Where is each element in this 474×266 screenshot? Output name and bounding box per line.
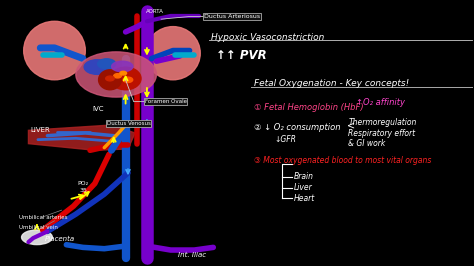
- Text: Ductus Arteriosus: Ductus Arteriosus: [204, 14, 260, 19]
- Text: Umbilical vein: Umbilical vein: [19, 226, 58, 230]
- Text: Thermoregulation: Thermoregulation: [348, 118, 417, 127]
- Circle shape: [76, 52, 156, 97]
- Text: IVC: IVC: [92, 106, 104, 112]
- Text: Int. Iliac: Int. Iliac: [178, 252, 206, 258]
- Text: <: <: [347, 120, 355, 131]
- Text: Brain: Brain: [294, 172, 314, 181]
- Text: ↑↑ PVR: ↑↑ PVR: [216, 49, 266, 62]
- Circle shape: [120, 71, 127, 75]
- Circle shape: [114, 74, 121, 78]
- Ellipse shape: [84, 60, 110, 74]
- Text: Fetal Oxygenation - Key concepts!: Fetal Oxygenation - Key concepts!: [254, 79, 409, 88]
- Circle shape: [106, 76, 114, 81]
- Text: ③ Most oxygenated blood to most vital organs: ③ Most oxygenated blood to most vital or…: [254, 156, 431, 165]
- Text: Respiratory effort: Respiratory effort: [348, 128, 416, 138]
- Ellipse shape: [112, 61, 133, 72]
- Text: Hypoxic Vasoconstriction: Hypoxic Vasoconstriction: [211, 33, 324, 42]
- Text: Ductus Venosus: Ductus Venosus: [107, 121, 151, 126]
- Text: AORTA: AORTA: [146, 10, 164, 14]
- Ellipse shape: [22, 230, 52, 245]
- Ellipse shape: [146, 27, 200, 80]
- Polygon shape: [28, 125, 135, 150]
- Text: Foramen Ovale: Foramen Ovale: [145, 99, 187, 104]
- Text: Heart: Heart: [294, 194, 315, 203]
- Text: & GI work: & GI work: [348, 139, 386, 148]
- Text: LIVER: LIVER: [31, 127, 51, 133]
- Ellipse shape: [99, 70, 121, 90]
- Ellipse shape: [24, 21, 85, 80]
- Text: 35: 35: [80, 189, 88, 193]
- Text: ↓GFR: ↓GFR: [275, 135, 297, 144]
- Text: ② ↓ O₂ consumption: ② ↓ O₂ consumption: [254, 123, 340, 132]
- Text: ① Fetal Hemoglobin (HbF): ① Fetal Hemoglobin (HbF): [254, 103, 363, 112]
- Text: ↑O₂ affinity: ↑O₂ affinity: [356, 98, 404, 107]
- Text: Liver: Liver: [294, 183, 313, 192]
- Text: Umbilical arteries: Umbilical arteries: [19, 215, 67, 220]
- Circle shape: [123, 77, 133, 82]
- Ellipse shape: [110, 67, 141, 90]
- Text: Placenta: Placenta: [45, 236, 75, 242]
- Ellipse shape: [98, 59, 116, 69]
- Text: PO₂: PO₂: [77, 181, 88, 186]
